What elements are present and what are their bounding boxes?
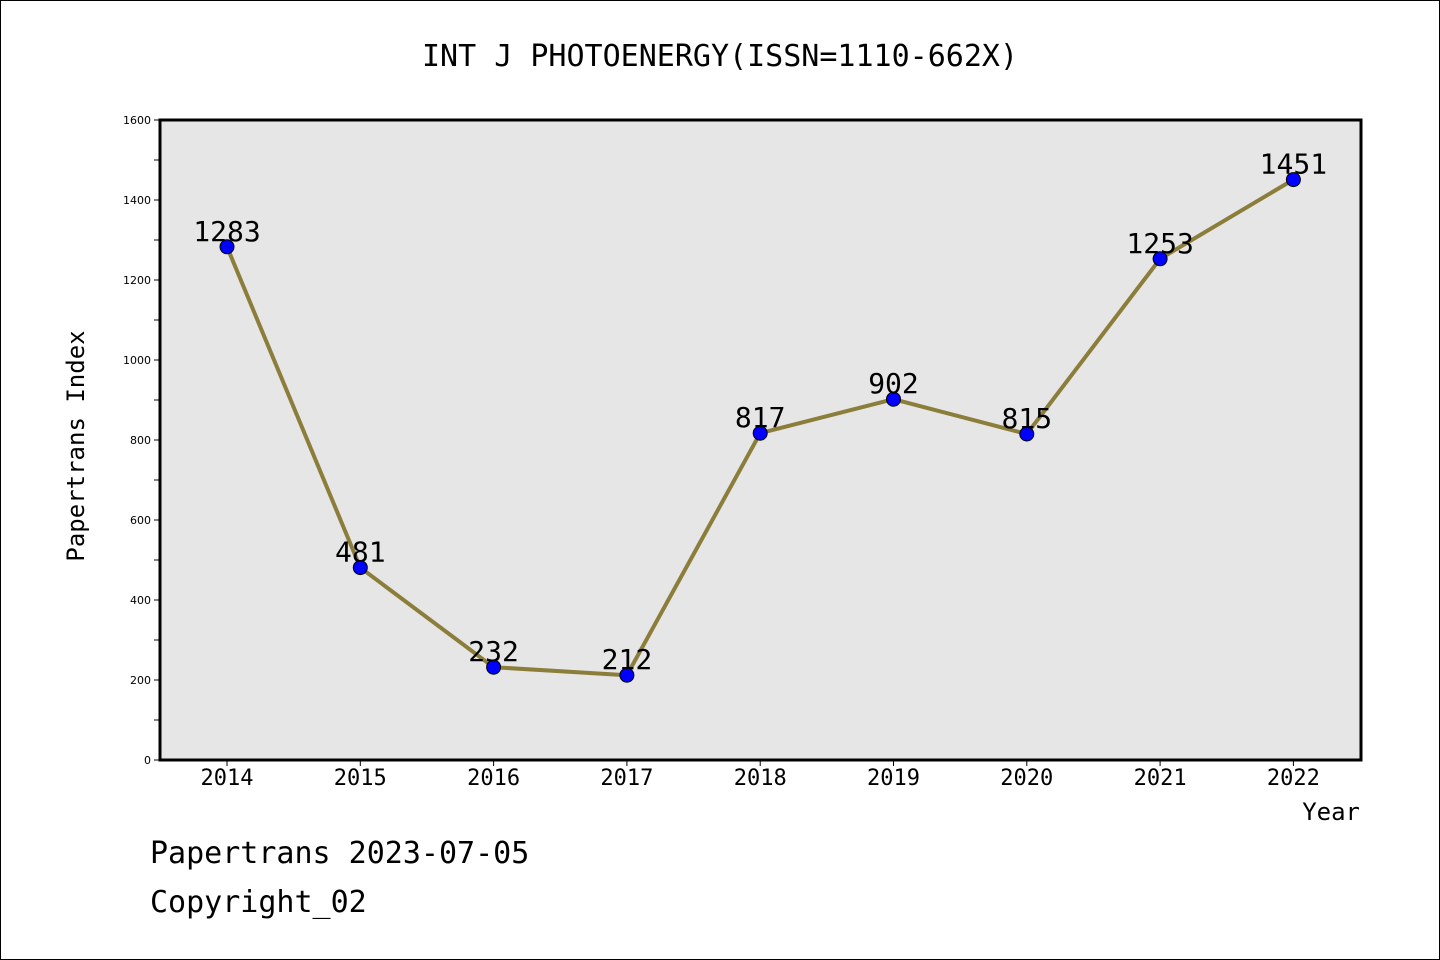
data-point <box>486 659 502 675</box>
data-point <box>752 425 768 441</box>
x-tick-label: 2020 <box>1000 766 1053 791</box>
plot-border <box>158 118 1363 762</box>
x-axis-label: Year <box>1302 798 1360 826</box>
y-axis-label: Papertrans Index <box>62 330 90 561</box>
y-tick-label: 400 <box>130 594 151 607</box>
x-tick-label: 2015 <box>334 766 387 791</box>
data-label: 212 <box>602 643 653 676</box>
x-tick-label: 2018 <box>734 766 787 791</box>
data-label: 1283 <box>193 215 260 248</box>
data-point <box>886 391 901 407</box>
y-tick-label: 600 <box>130 514 151 527</box>
chart-title: INT J PHOTOENERGY(ISSN=1110-662X) <box>422 39 1018 74</box>
x-tick-label: 2022 <box>1267 766 1320 791</box>
footer-copyright: Copyright_02 <box>150 885 367 920</box>
y-tick-label: 0 <box>144 754 151 767</box>
data-point <box>619 667 635 683</box>
data-label: 817 <box>735 401 786 434</box>
data-point <box>1152 251 1168 267</box>
data-label: 1253 <box>1126 227 1193 260</box>
data-label: 902 <box>868 367 919 400</box>
x-tick-label: 2019 <box>867 766 920 791</box>
x-tick-label: 2017 <box>600 766 653 791</box>
x-tick-label: 2016 <box>467 766 520 791</box>
data-label: 481 <box>335 536 386 569</box>
data-label: 232 <box>468 635 519 668</box>
y-tick-label: 1200 <box>123 274 151 287</box>
y-tick-label: 200 <box>130 674 151 687</box>
data-label: 1451 <box>1260 148 1327 181</box>
data-point <box>1285 172 1301 188</box>
y-tick-label: 1600 <box>123 114 151 127</box>
data-label: 815 <box>1002 402 1053 435</box>
data-point <box>352 560 368 576</box>
x-tick-label: 2014 <box>201 766 254 791</box>
data-point <box>219 239 235 255</box>
y-tick-label: 1000 <box>123 354 151 367</box>
footer-date: Papertrans 2023-07-05 <box>150 836 530 871</box>
x-tick-label: 2021 <box>1134 766 1187 791</box>
data-point <box>1019 426 1035 442</box>
y-tick-label: 1400 <box>123 194 151 207</box>
y-tick-label: 800 <box>130 434 151 447</box>
